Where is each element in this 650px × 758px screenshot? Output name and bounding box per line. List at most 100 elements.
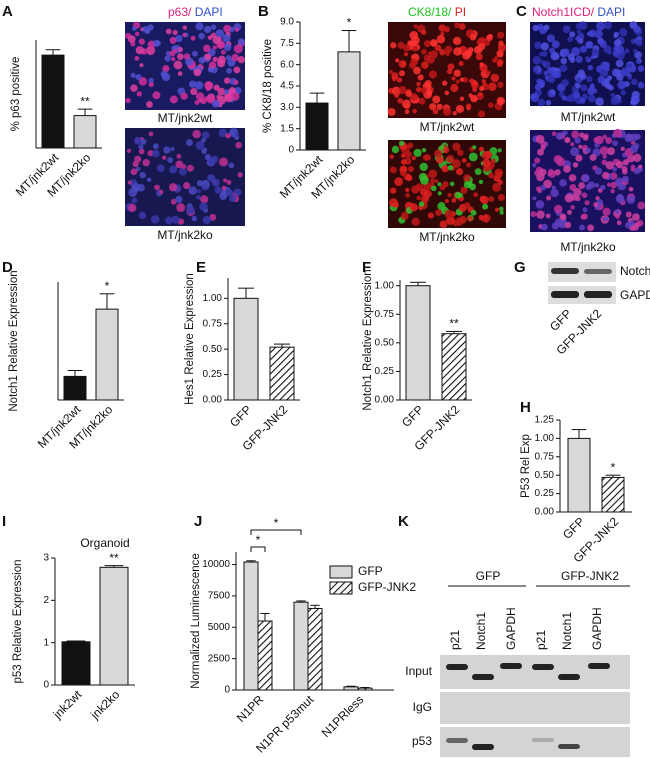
- blot-strip: [548, 286, 616, 304]
- nucleus: [621, 67, 631, 77]
- nucleus: [204, 53, 212, 61]
- nucleus: [624, 133, 634, 143]
- nucleus: [628, 186, 634, 192]
- bar: [343, 686, 359, 691]
- significance: *: [347, 16, 352, 30]
- gel-band: [472, 674, 494, 680]
- nucleus: [210, 24, 217, 30]
- nucleus: [543, 70, 549, 76]
- significance-bracket: [250, 529, 302, 535]
- nucleus: [387, 107, 396, 116]
- nucleus: [626, 195, 636, 204]
- gel: [440, 655, 630, 689]
- nucleus: [446, 154, 455, 163]
- nucleus: [138, 77, 148, 86]
- nucleus: [624, 48, 630, 54]
- nucleus: [403, 52, 409, 57]
- nucleus: [464, 202, 471, 209]
- nucleus: [554, 204, 563, 214]
- nucleus: [400, 212, 409, 220]
- nucleus: [177, 53, 184, 61]
- y-tick-label: 3.0: [280, 102, 294, 113]
- panel-label: K: [398, 513, 409, 530]
- nucleus: [188, 186, 197, 195]
- nucleus: [127, 180, 132, 185]
- nucleus: [180, 92, 188, 100]
- nucleus: [535, 134, 545, 144]
- nucleus: [547, 171, 552, 177]
- nucleus: [497, 193, 505, 201]
- y-tick-label: 0.00: [535, 507, 555, 518]
- nucleus: [177, 71, 183, 76]
- nucleus: [478, 42, 486, 51]
- nucleus: [412, 45, 419, 52]
- nucleus: [434, 178, 439, 183]
- nucleus: [616, 220, 622, 226]
- nucleus: [472, 145, 477, 150]
- y-tick-label: 1.25: [535, 415, 555, 426]
- nucleus: [194, 81, 204, 90]
- nucleus: [561, 95, 568, 101]
- nucleus: [537, 148, 544, 156]
- panel-label: H: [520, 399, 531, 416]
- nucleus: [452, 110, 457, 116]
- significance: **: [109, 551, 119, 565]
- nucleus: [615, 45, 625, 54]
- caption: MT/jnk2ko: [560, 240, 616, 254]
- nucleus: [417, 74, 424, 81]
- nucleus: [207, 67, 214, 73]
- nucleus: [603, 216, 608, 222]
- nucleus: [207, 35, 213, 40]
- y-tick-label: 0: [288, 145, 294, 156]
- nucleus: [442, 146, 450, 154]
- nucleus: [585, 40, 594, 49]
- nucleus: [554, 169, 561, 176]
- y-tick-label: 0.25: [535, 488, 555, 499]
- y-tick-label: 0.50: [535, 470, 555, 481]
- nucleus: [421, 147, 427, 153]
- x-tick-label: jnk2wt: [50, 687, 85, 722]
- nucleus: [625, 211, 632, 218]
- nucleus: [439, 184, 446, 191]
- nucleus: [454, 22, 461, 29]
- nucleus: [603, 21, 612, 30]
- nucleus: [152, 91, 161, 100]
- nucleus: [554, 218, 564, 227]
- nucleus: [602, 134, 607, 139]
- nucleus: [405, 90, 413, 98]
- nucleus: [474, 168, 482, 176]
- nucleus: [237, 55, 245, 64]
- stain: DAPI: [195, 5, 223, 19]
- nucleus: [410, 93, 418, 101]
- nucleus: [198, 56, 206, 64]
- nucleus: [492, 182, 502, 192]
- nucleus: [198, 32, 205, 40]
- nucleus: [413, 148, 422, 157]
- nucleus: [620, 89, 626, 96]
- nucleus: [452, 36, 462, 46]
- nucleus: [388, 69, 394, 75]
- nucleus: [167, 157, 174, 163]
- caption: MT/jnk2wt: [561, 110, 616, 124]
- nucleus: [627, 73, 632, 78]
- nucleus: [591, 48, 600, 57]
- nucleus: [217, 59, 226, 68]
- nucleus: [613, 128, 623, 138]
- blot-lane-label: Notch1: [474, 612, 488, 650]
- nucleus: [579, 45, 588, 53]
- nucleus: [158, 189, 164, 195]
- blot-row-label: Notch1: [620, 264, 650, 278]
- nucleus: [632, 48, 638, 54]
- bar: [441, 333, 467, 401]
- bar: [337, 51, 361, 151]
- nucleus: [556, 157, 566, 167]
- nucleus: [225, 55, 232, 61]
- nucleus: [455, 104, 465, 114]
- nucleus: [634, 51, 642, 59]
- nucleus: [411, 155, 416, 161]
- nucleus: [153, 39, 161, 47]
- group-label: GFP: [476, 569, 501, 583]
- nucleus: [480, 195, 489, 205]
- y-tick-label: 1.5: [280, 123, 294, 134]
- nucleus: [587, 64, 594, 71]
